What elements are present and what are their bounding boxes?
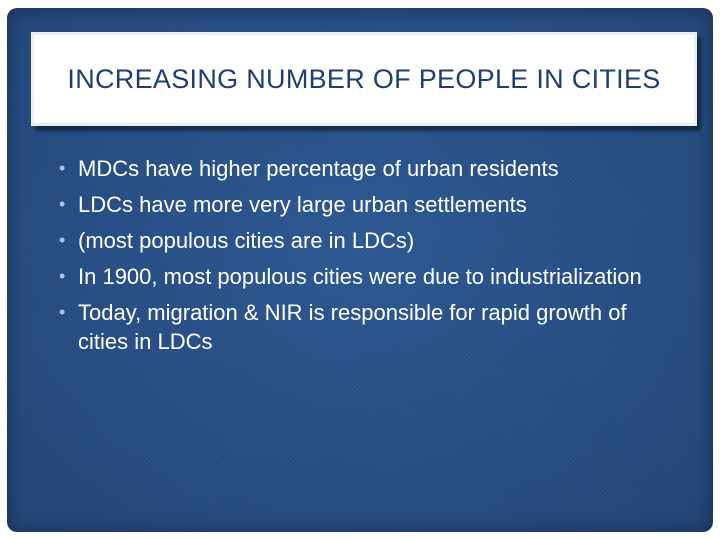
- slide-background-panel: INCREASING NUMBER OF PEOPLE IN CITIES • …: [7, 8, 713, 532]
- bullet-icon: •: [59, 302, 66, 322]
- bullet-text: (most populous cities are in LDCs): [78, 228, 415, 253]
- bullet-text: In 1900, most populous cities were due t…: [78, 264, 642, 289]
- bullet-item: • MDCs have higher percentage of urban r…: [59, 154, 679, 183]
- slide-title: INCREASING NUMBER OF PEOPLE IN CITIES: [67, 64, 661, 94]
- bullet-icon: •: [59, 266, 66, 286]
- bullet-list: • MDCs have higher percentage of urban r…: [59, 154, 679, 363]
- bullet-icon: •: [59, 158, 66, 178]
- bullet-item: • In 1900, most populous cities were due…: [59, 262, 679, 291]
- bullet-item: • LDCs have more very large urban settle…: [59, 190, 679, 219]
- title-box: INCREASING NUMBER OF PEOPLE IN CITIES: [31, 32, 697, 126]
- bullet-text: MDCs have higher percentage of urban res…: [78, 156, 559, 181]
- bullet-item: • (most populous cities are in LDCs): [59, 226, 679, 255]
- bullet-item: • Today, migration & NIR is responsible …: [59, 298, 679, 356]
- bullet-text: LDCs have more very large urban settleme…: [78, 192, 527, 217]
- bullet-icon: •: [59, 194, 66, 214]
- bullet-text: Today, migration & NIR is responsible fo…: [78, 300, 627, 354]
- bullet-icon: •: [59, 230, 66, 250]
